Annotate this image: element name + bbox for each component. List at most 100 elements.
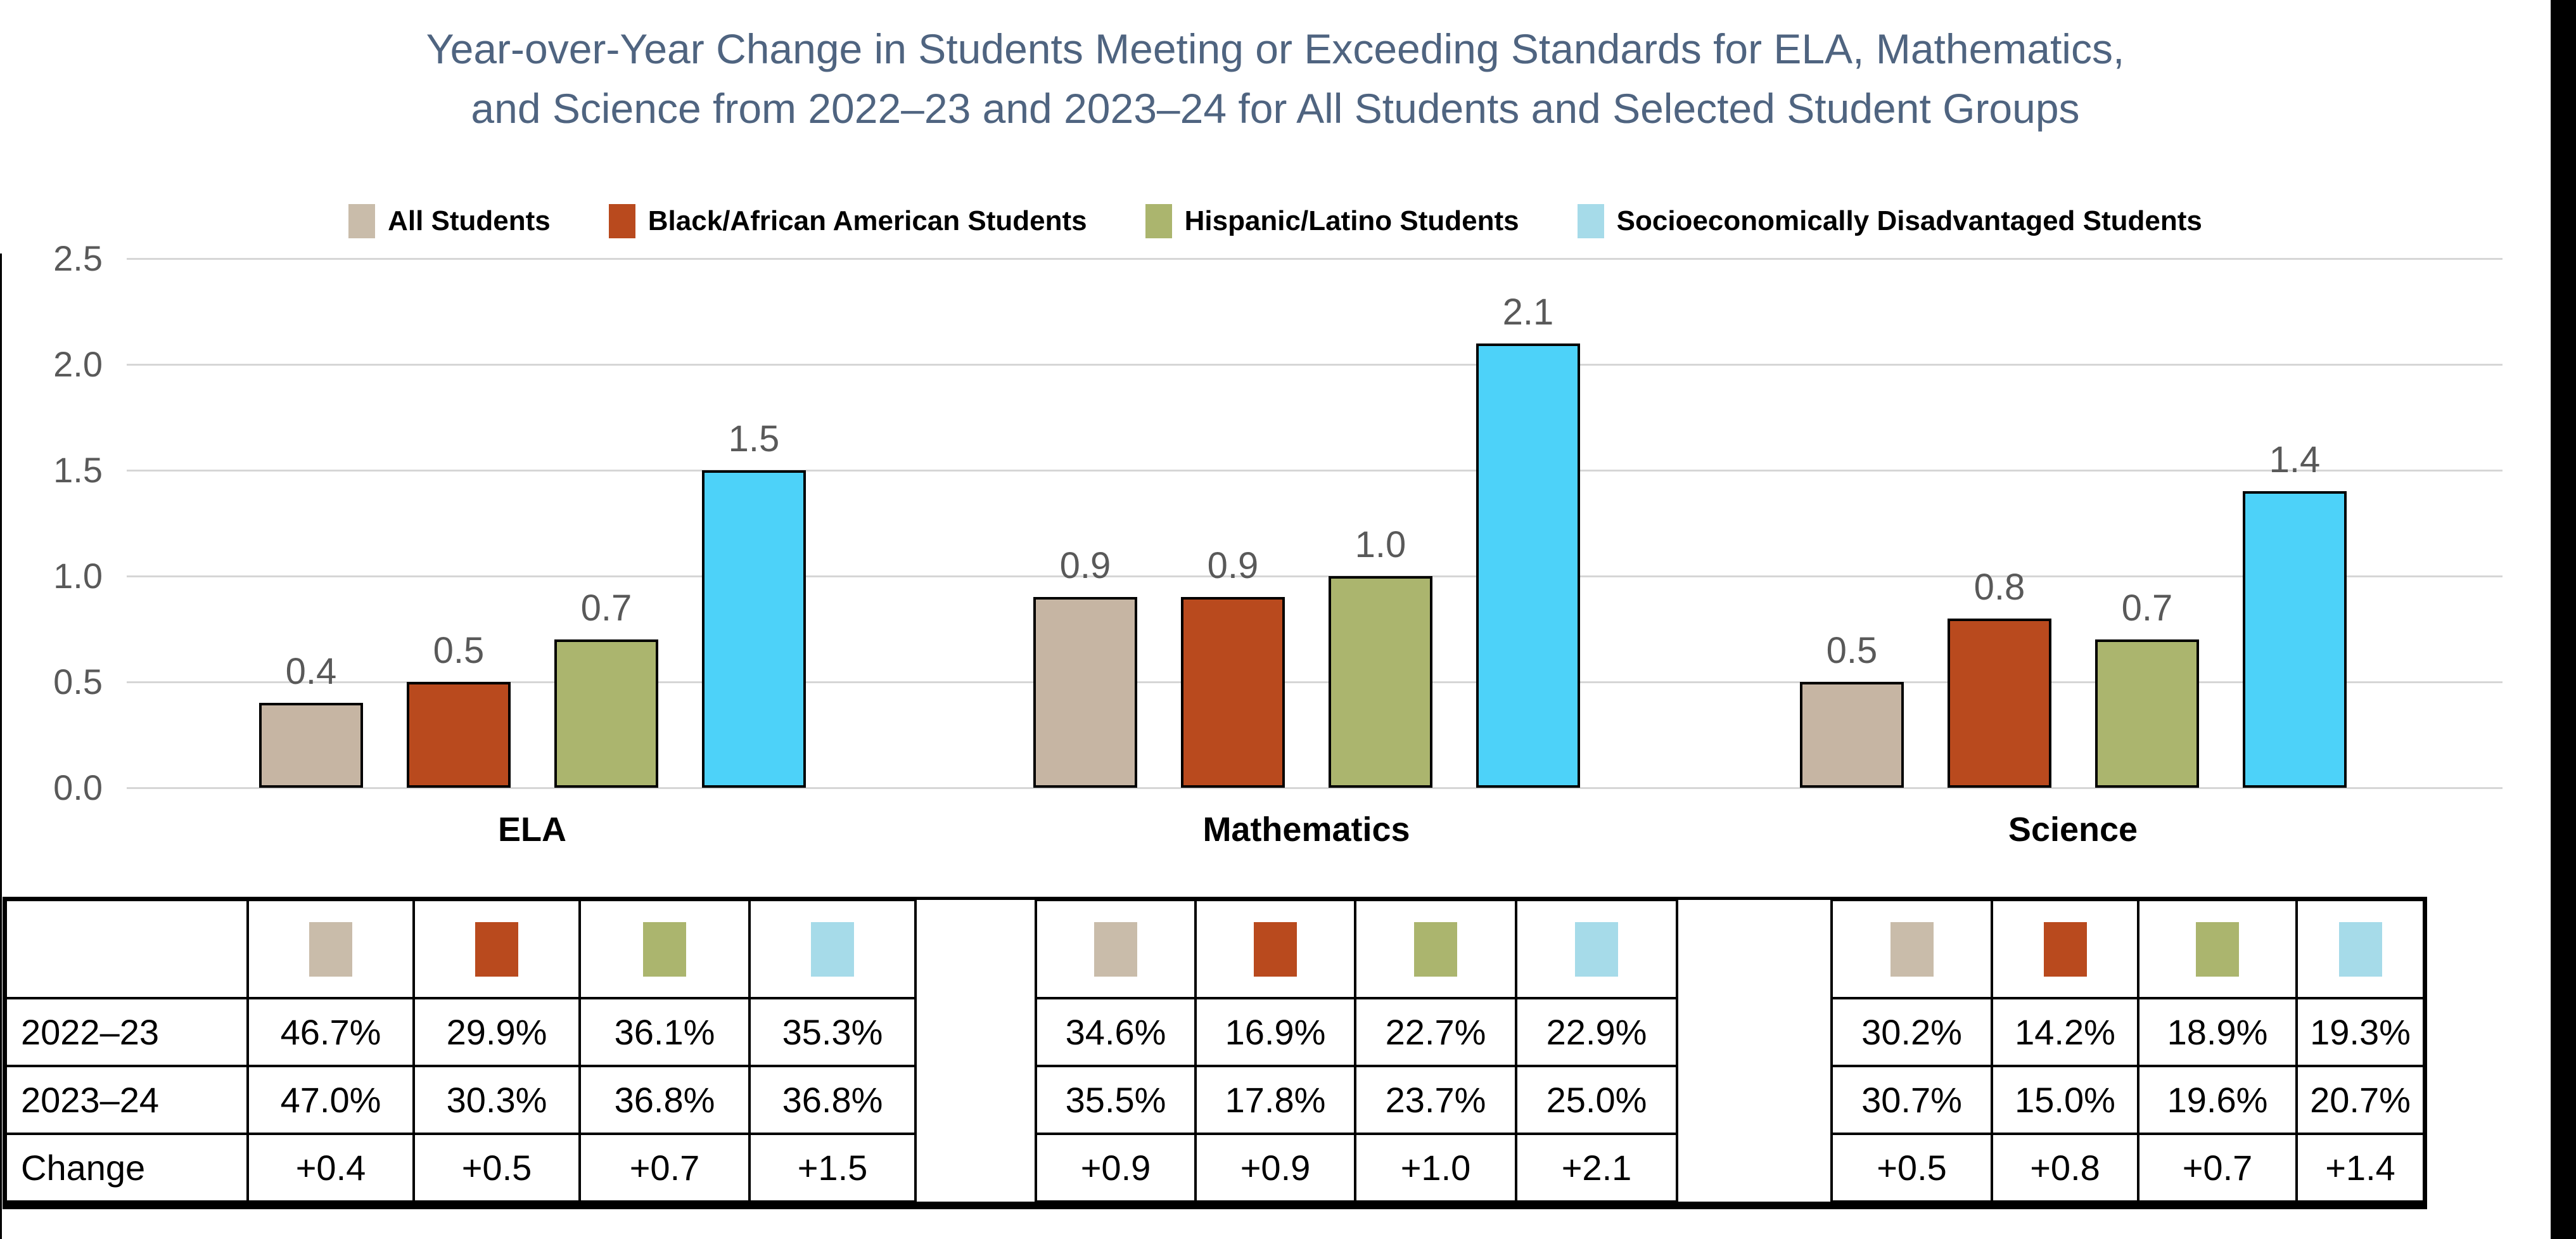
bar-group-ela-all-students: 0.4 <box>259 650 363 788</box>
legend-label-socioeconomically-disadvantaged: Socioeconomically Disadvantaged Students <box>1616 205 2202 236</box>
swatch-all-students-icon <box>1094 921 1137 977</box>
table-cell: 46.7% <box>248 998 414 1066</box>
bar-ela-socioeconomically-disadvantaged <box>702 470 806 788</box>
y-tick-1-5: 1.5 <box>53 450 103 490</box>
legend-label-hispanic-latino: Hispanic/Latino Students <box>1184 205 1519 236</box>
swatch-black-african-american-icon <box>2043 921 2087 977</box>
bar-value-label: 0.7 <box>2121 587 2173 629</box>
x-category-label-ela: ELA <box>498 811 566 849</box>
bar-science-black-african-american <box>1948 619 2051 788</box>
bar-ela-hispanic-latino <box>554 639 658 788</box>
table-spacer <box>1677 900 1832 1202</box>
table-cell: 20.7% <box>2297 1066 2424 1134</box>
table-cell: 14.2% <box>1992 998 2138 1066</box>
table-row-label-2022-23: 2022–23 <box>6 998 248 1066</box>
swatch-socioeconomically-disadvantaged-icon <box>2338 921 2382 977</box>
chart-title-line1: Year-over-Year Change in Students Meetin… <box>426 25 2125 72</box>
bar-math-all-students <box>1033 597 1137 788</box>
legend-item-socioeconomically-disadvantaged: Socioeconomically Disadvantaged Students <box>1577 204 2202 238</box>
table-swatch-cell <box>414 900 580 998</box>
gridline-1-5 <box>127 470 2503 472</box>
gridline-1-0 <box>127 575 2503 577</box>
bar-group-math-socioeconomically-disadvantaged: 2.1 <box>1476 291 1580 788</box>
chart-title: Year-over-Year Change in Students Meetin… <box>0 19 2551 139</box>
table-cell: 22.7% <box>1355 998 1516 1066</box>
gridline-2-0 <box>127 364 2503 366</box>
table-cell: +2.1 <box>1516 1134 1677 1202</box>
table-swatch-cell <box>248 900 414 998</box>
table-row-label-change: Change <box>6 1134 248 1202</box>
bar-value-label: 0.4 <box>285 651 337 692</box>
legend-swatch-all-students <box>348 204 376 238</box>
table-cell: +0.7 <box>580 1134 749 1202</box>
gridline-2-5 <box>127 258 2503 260</box>
table-cell: 35.3% <box>749 998 915 1066</box>
table-cell: 30.2% <box>1832 998 1992 1066</box>
legend-item-all-students: All Students <box>348 204 551 238</box>
legend-swatch-hispanic-latino <box>1145 204 1172 238</box>
bar-value-label: 0.5 <box>433 630 485 671</box>
bar-science-socioeconomically-disadvantaged <box>2243 491 2347 788</box>
table-swatch-cell <box>1992 900 2138 998</box>
table-swatch-cell <box>1516 900 1677 998</box>
table-cell: 16.9% <box>1196 998 1355 1066</box>
bar-ela-all-students <box>259 703 363 788</box>
swatch-black-african-american-icon <box>1254 921 1297 977</box>
bar-group-science-all-students: 0.5 <box>1800 629 1904 788</box>
bar-group-math-all-students: 0.9 <box>1033 544 1137 788</box>
y-tick-0-0: 0.0 <box>53 767 103 807</box>
swatch-hispanic-latino-icon <box>643 921 686 977</box>
swatch-all-students-icon <box>1890 921 1934 977</box>
bar-value-label: 0.9 <box>1207 545 1259 586</box>
swatch-socioeconomically-disadvantaged-icon <box>811 921 854 977</box>
table-cell: +1.5 <box>749 1134 915 1202</box>
table-cell: 30.7% <box>1832 1066 1992 1134</box>
bar-group-science-socioeconomically-disadvantaged: 1.4 <box>2243 439 2347 788</box>
bar-science-all-students <box>1800 682 1904 788</box>
swatch-socioeconomically-disadvantaged-icon <box>1575 921 1618 977</box>
bar-ela-black-african-american <box>407 682 511 788</box>
x-category-label-mathematics: Mathematics <box>1202 811 1410 849</box>
table-cell: 18.9% <box>2138 998 2297 1066</box>
bar-value-label: 0.9 <box>1059 545 1111 586</box>
table-swatch-cell <box>1832 900 1992 998</box>
table-cell: 36.1% <box>580 998 749 1066</box>
swatch-all-students-icon <box>309 921 352 977</box>
legend-label-all-students: All Students <box>388 205 551 236</box>
table-cell: 22.9% <box>1516 998 1677 1066</box>
table-cell: 25.0% <box>1516 1066 1677 1134</box>
bar-science-hispanic-latino <box>2095 639 2199 788</box>
table-swatch-cell <box>580 900 749 998</box>
bar-math-socioeconomically-disadvantaged <box>1476 343 1580 788</box>
chart-legend: All Students Black/African American Stud… <box>0 204 2551 238</box>
bar-value-label: 1.4 <box>2269 439 2321 480</box>
table-corner-cell <box>6 900 248 998</box>
left-edge-border-line <box>0 254 2 1239</box>
bar-value-label: 0.8 <box>1973 567 2025 608</box>
bar-group-math-hispanic-latino: 1.0 <box>1329 523 1432 788</box>
legend-label-black-african-american: Black/African American Students <box>647 205 1087 236</box>
bar-math-black-african-american <box>1181 597 1285 788</box>
bar-group-science-black-african-american: 0.8 <box>1948 566 2051 788</box>
y-tick-2-5: 2.5 <box>53 238 103 278</box>
bar-group-science-hispanic-latino: 0.7 <box>2095 587 2199 788</box>
table-cell: 47.0% <box>248 1066 414 1134</box>
table-cell: +0.9 <box>1036 1134 1196 1202</box>
table-cell: 19.6% <box>2138 1066 2297 1134</box>
table-cell: 17.8% <box>1196 1066 1355 1134</box>
table-swatch-cell <box>749 900 915 998</box>
right-edge-black-bar <box>2551 0 2576 1239</box>
x-category-label-science: Science <box>2008 811 2138 849</box>
bar-group-math-black-african-american: 0.9 <box>1181 544 1285 788</box>
table-cell: +1.0 <box>1355 1134 1516 1202</box>
legend-swatch-socioeconomically-disadvantaged <box>1577 204 1604 238</box>
bar-group-ela-black-african-american: 0.5 <box>407 629 511 788</box>
table-cell: 30.3% <box>414 1066 580 1134</box>
table-cell: 19.3% <box>2297 998 2424 1066</box>
table-swatch-cell <box>2138 900 2297 998</box>
legend-swatch-black-african-american <box>608 204 635 238</box>
table-cell: 15.0% <box>1992 1066 2138 1134</box>
swatch-hispanic-latino-icon <box>1414 921 1457 977</box>
table-row-label-2023-24: 2023–24 <box>6 1066 248 1134</box>
table-cell: +0.4 <box>248 1134 414 1202</box>
